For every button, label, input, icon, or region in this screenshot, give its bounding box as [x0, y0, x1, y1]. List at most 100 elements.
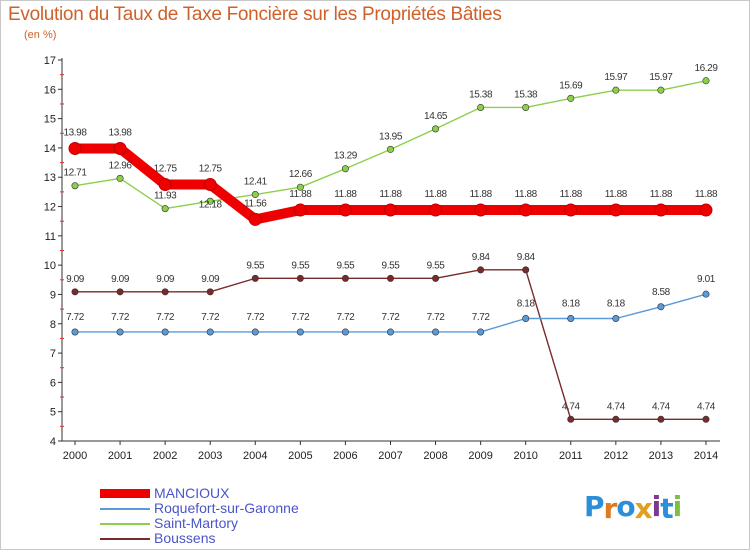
data-label-boussens: 9.09 [156, 274, 175, 285]
x-tick-label: 2007 [378, 450, 402, 462]
data-label-saint-martory: 13.95 [379, 131, 403, 142]
logo-letter: r [603, 492, 618, 525]
data-label-roquefort-sur-garonne: 8.58 [652, 287, 671, 298]
data-label-saint-martory: 15.38 [469, 89, 493, 100]
data-label-mancioux: 11.88 [650, 189, 673, 200]
y-tick-label: 12 [44, 202, 56, 214]
data-point-roquefort-sur-garonne [477, 328, 485, 336]
data-point-boussens [161, 288, 169, 296]
data-label-saint-martory: 15.97 [604, 72, 628, 83]
data-point-roquefort-sur-garonne [296, 328, 304, 336]
x-tick-label: 2006 [333, 450, 357, 462]
data-label-mancioux: 11.88 [469, 189, 492, 200]
data-label-boussens: 4.74 [697, 401, 716, 412]
legend-label: MANCIOUX [154, 485, 230, 501]
data-label-roquefort-sur-garonne: 7.72 [111, 312, 130, 323]
data-point-mancioux [203, 178, 217, 192]
x-tick-label: 2002 [153, 450, 177, 462]
data-point-roquefort-sur-garonne [341, 328, 349, 336]
logo-letter: o [616, 490, 635, 523]
data-label-mancioux: 11.88 [695, 189, 718, 200]
data-point-mancioux [293, 203, 307, 217]
data-point-roquefort-sur-garonne [161, 328, 169, 336]
data-point-mancioux [158, 178, 172, 192]
data-label-roquefort-sur-garonne: 7.72 [246, 312, 265, 323]
logo-letter: P [584, 490, 605, 523]
data-point-mancioux [248, 212, 262, 226]
data-label-roquefort-sur-garonne: 7.72 [66, 312, 85, 323]
data-point-boussens [657, 415, 665, 423]
x-tick-label: 2012 [604, 450, 628, 462]
y-tick-label: 16 [44, 84, 56, 96]
data-point-saint-martory [657, 86, 665, 94]
data-label-saint-martory: 15.38 [514, 89, 538, 100]
data-point-roquefort-sur-garonne [702, 290, 710, 298]
data-label-roquefort-sur-garonne: 8.18 [562, 298, 581, 309]
data-label-roquefort-sur-garonne: 7.72 [427, 312, 446, 323]
x-tick-label: 2013 [649, 450, 673, 462]
data-point-mancioux [474, 203, 488, 217]
x-tick-label: 2000 [63, 450, 87, 462]
proxiti-logo: Proxiti [584, 490, 683, 525]
data-point-boussens [612, 415, 620, 423]
data-label-boussens: 4.74 [562, 401, 581, 412]
legend-label: Boussens [154, 530, 216, 546]
data-point-saint-martory [477, 103, 485, 111]
data-label-mancioux: 11.88 [515, 189, 538, 200]
legend-label: Roquefort-sur-Garonne [154, 500, 299, 516]
x-tick-label: 2014 [694, 450, 718, 462]
data-point-mancioux [68, 142, 82, 156]
data-point-boussens [206, 288, 214, 296]
x-tick-label: 2005 [288, 450, 312, 462]
data-point-boussens [296, 274, 304, 282]
data-point-saint-martory [612, 86, 620, 94]
data-label-boussens: 9.55 [427, 260, 446, 271]
data-label-mancioux: 11.88 [605, 189, 628, 200]
data-point-boussens [116, 288, 124, 296]
data-label-mancioux: 13.98 [63, 128, 87, 139]
y-tick-label: 6 [50, 377, 56, 389]
data-label-saint-martory: 12.96 [109, 160, 133, 171]
data-label-saint-martory: 12.41 [244, 177, 268, 188]
data-label-mancioux: 12.75 [199, 164, 223, 175]
data-point-roquefort-sur-garonne [251, 328, 259, 336]
data-label-roquefort-sur-garonne: 8.18 [517, 298, 536, 309]
legend-swatch [100, 508, 150, 510]
logo-letter: i [672, 490, 683, 523]
data-label-boussens: 9.55 [336, 260, 355, 271]
y-tick-label: 17 [44, 55, 56, 67]
data-point-boussens [432, 274, 440, 282]
legend-swatch [100, 538, 150, 540]
x-tick-label: 2008 [423, 450, 447, 462]
data-label-boussens: 9.09 [66, 274, 85, 285]
y-tick-label: 8 [50, 319, 56, 331]
data-label-saint-martory: 15.69 [559, 80, 583, 91]
data-label-roquefort-sur-garonne: 7.72 [472, 312, 491, 323]
data-point-mancioux [113, 142, 127, 156]
logo-letter: i [651, 490, 662, 523]
data-point-boussens [341, 274, 349, 282]
data-label-mancioux: 11.88 [379, 189, 402, 200]
data-label-boussens: 4.74 [652, 401, 671, 412]
data-point-mancioux [429, 203, 443, 217]
data-point-saint-martory [251, 191, 259, 199]
data-label-saint-martory: 13.29 [334, 151, 358, 162]
data-label-mancioux: 11.88 [424, 189, 447, 200]
data-point-roquefort-sur-garonne [116, 328, 124, 336]
data-label-saint-martory: 16.29 [694, 63, 718, 74]
data-label-saint-martory: 15.97 [649, 72, 673, 83]
data-label-mancioux: 11.56 [244, 198, 267, 209]
y-tick-label: 11 [45, 231, 56, 243]
data-label-saint-martory: 14.65 [424, 111, 448, 122]
data-label-mancioux: 11.88 [289, 189, 312, 200]
x-tick-label: 2011 [559, 450, 583, 462]
data-point-boussens [702, 415, 710, 423]
data-label-boussens: 9.55 [382, 260, 401, 271]
data-label-mancioux: 12.75 [154, 164, 178, 175]
y-tick-label: 14 [44, 143, 56, 155]
data-point-mancioux [338, 203, 352, 217]
data-point-saint-martory [296, 183, 304, 191]
data-point-boussens [251, 274, 259, 282]
data-point-mancioux [609, 203, 623, 217]
data-point-mancioux [564, 203, 578, 217]
